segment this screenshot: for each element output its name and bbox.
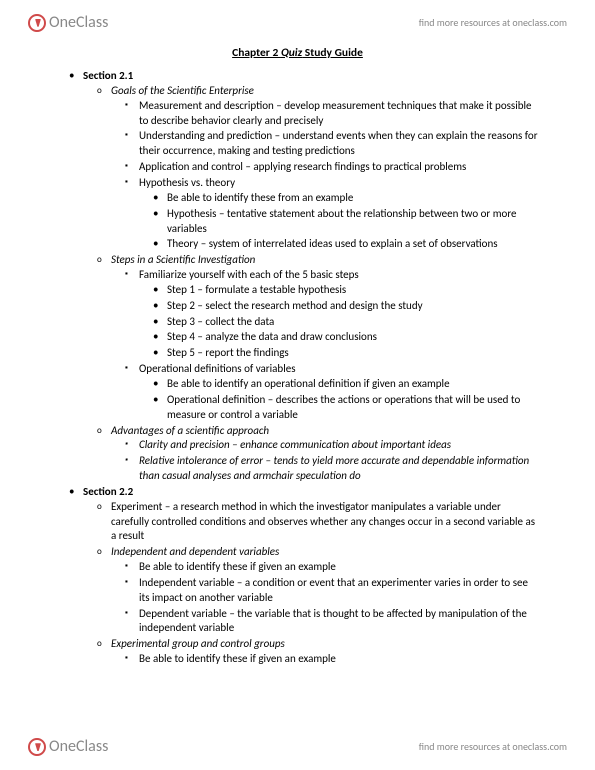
list-item: Be able to identify these if given an ex… <box>111 560 540 575</box>
idv-heading: Independent and dependent variables <box>111 545 279 558</box>
list-text: Familiarize yourself with each of the 5 … <box>139 268 359 281</box>
list-item: Understanding and prediction – understan… <box>111 129 540 159</box>
groups-item: Experimental group and control groups Be… <box>83 637 540 667</box>
list-item: Relative intolerance of error – tends to… <box>111 454 540 484</box>
goals-heading: Goals of the Scientific Enterprise <box>111 84 254 97</box>
list-item: Operational definitions of variables Be … <box>111 362 540 422</box>
goals-item: Goals of the Scientific Enterprise Measu… <box>83 84 540 252</box>
document-title: Chapter 2 Quiz Study Guide <box>55 46 540 62</box>
steps-heading: Steps in a Scientific Investigation <box>111 253 255 266</box>
list-item: Step 5 – report the findings <box>139 346 540 361</box>
section-heading: Section 2.2 <box>83 485 133 498</box>
steps-item: Steps in a Scientific Investigation Fami… <box>83 253 540 422</box>
outline-root: Section 2.1 Goals of the Scientific Ente… <box>55 69 540 667</box>
list-item: Step 3 – collect the data <box>139 315 540 330</box>
advantages-item: Advantages of a scientific approach Clar… <box>83 424 540 484</box>
list-item: Step 1 – formulate a testable hypothesis <box>139 283 540 298</box>
brand-name: OneClass <box>49 12 108 34</box>
page-header: OneClass find more resources at oneclass… <box>0 0 595 38</box>
list-item: Theory – system of interrelated ideas us… <box>139 237 540 252</box>
list-item: Dependent variable – the variable that i… <box>111 607 540 637</box>
list-item: Experiment – a research method in which … <box>83 500 540 545</box>
brand-name: OneClass <box>49 736 108 758</box>
list-item: Be able to identify these from an exampl… <box>139 191 540 206</box>
title-quiz: Quiz <box>281 46 302 60</box>
brand-logo-icon <box>28 738 46 756</box>
brand-tagline: find more resources at oneclass.com <box>419 16 567 30</box>
list-text: Hypothesis vs. theory <box>139 176 235 189</box>
list-item: Clarity and precision – enhance communic… <box>111 438 540 453</box>
idv-item: Independent and dependent variables Be a… <box>83 545 540 636</box>
list-item: Operational definition – describes the a… <box>139 393 540 423</box>
section-2-1: Section 2.1 Goals of the Scientific Ente… <box>55 69 540 484</box>
list-item: Hypothesis vs. theory Be able to identif… <box>111 176 540 252</box>
brand-logo: OneClass <box>28 12 108 34</box>
list-item: Be able to identify these if given an ex… <box>111 652 540 667</box>
brand-tagline-footer: find more resources at oneclass.com <box>419 740 567 754</box>
list-item: Independent variable – a condition or ev… <box>111 576 540 606</box>
page-footer: OneClass find more resources at oneclass… <box>0 732 595 770</box>
list-item: Familiarize yourself with each of the 5 … <box>111 268 540 361</box>
document-body: Chapter 2 Quiz Study Guide Section 2.1 G… <box>0 38 595 667</box>
list-item: Step 4 – analyze the data and draw concl… <box>139 330 540 345</box>
section-heading: Section 2.1 <box>83 69 133 82</box>
list-item: Be able to identify an operational defin… <box>139 377 540 392</box>
list-item: Hypothesis – tentative statement about t… <box>139 207 540 237</box>
groups-heading: Experimental group and control groups <box>111 637 285 650</box>
list-text: Operational definitions of variables <box>139 362 296 375</box>
title-pre: Chapter 2 <box>232 46 281 60</box>
list-item: Step 2 – select the research method and … <box>139 299 540 314</box>
advantages-heading: Advantages of a scientific approach <box>111 424 269 437</box>
brand-logo-icon <box>28 14 46 32</box>
title-post: Study Guide <box>302 46 363 60</box>
list-item: Measurement and description – develop me… <box>111 99 540 129</box>
list-item: Application and control – applying resea… <box>111 160 540 175</box>
brand-logo-footer: OneClass <box>28 736 108 758</box>
section-2-2: Section 2.2 Experiment – a research meth… <box>55 485 540 667</box>
